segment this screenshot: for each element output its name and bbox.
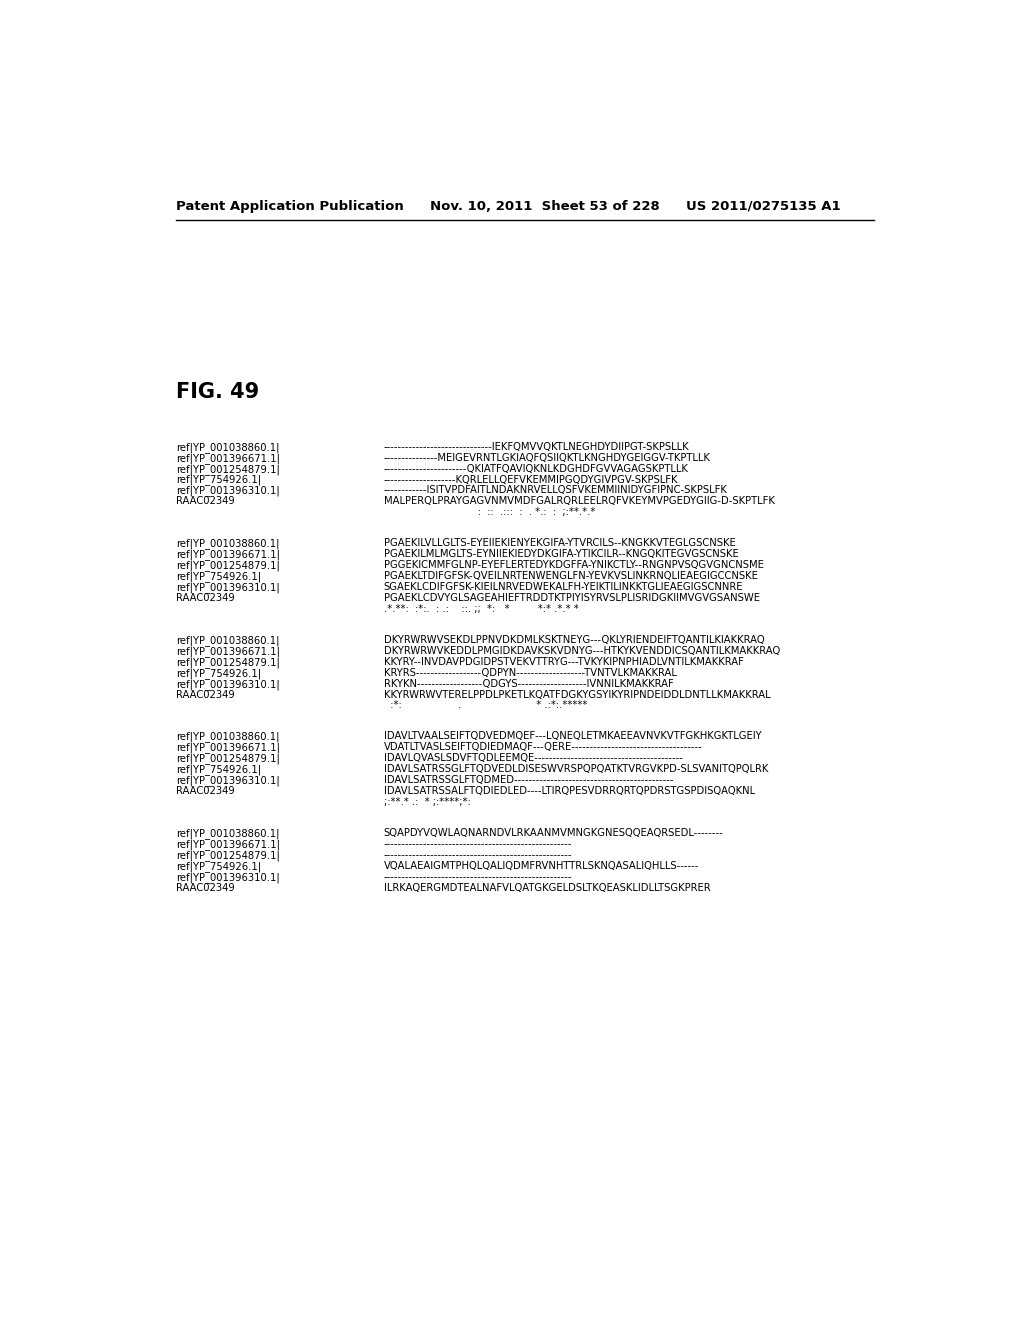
Text: ------------------------------IEKFQMVVQKTLNEGHDYDIIPGT-SKPSLLK: ------------------------------IEKFQMVVQK… — [384, 442, 689, 451]
Text: ref|YP_001396310.1|: ref|YP_001396310.1| — [176, 582, 280, 593]
Text: ref|YP_754926.1|: ref|YP_754926.1| — [176, 861, 261, 871]
Text: IDAVLSATRSSGLFTQDMED--------------------------------------------: IDAVLSATRSSGLFTQDMED--------------------… — [384, 775, 673, 785]
Text: ref|YP_001396671.1|: ref|YP_001396671.1| — [176, 645, 280, 657]
Text: .*.**:  :*:.  : .:    ::. ;;  *:   *         *:* .*.* *: .*.**: :*:. : .: ::. ;; *: * *:* .*.* * — [384, 605, 579, 614]
Text: ref|YP_754926.1|: ref|YP_754926.1| — [176, 668, 261, 678]
Text: RAAC02349: RAAC02349 — [176, 593, 234, 603]
Text: RKYKN------------------QDGYS-------------------IVNNILKMAKKRAF: RKYKN------------------QDGYS------------… — [384, 678, 674, 689]
Text: ref|YP_001254879.1|: ref|YP_001254879.1| — [176, 850, 280, 861]
Text: ref|YP_001038860.1|: ref|YP_001038860.1| — [176, 635, 280, 645]
Text: PGGEKICMMFGLNP-EYEFLERTEDYKDGFFA-YNIKCTLY--RNGNPVSQGVGNCNSME: PGGEKICMMFGLNP-EYEFLERTEDYKDGFFA-YNIKCTL… — [384, 560, 764, 570]
Text: PGAEKILVLLGLTS-EYEIIEKIENYEKGIFA-YTVRCILS--KNGKKVTEGLGSCNSKE: PGAEKILVLLGLTS-EYEIIEKIENYEKGIFA-YTVRCIL… — [384, 539, 735, 548]
Text: FIG. 49: FIG. 49 — [176, 381, 259, 401]
Text: PGAEKLCDVYGLSAGEAHIEFTRDDTKTPIYISYRVSLPLISRIDGKIIMVGVGSANSWE: PGAEKLCDVYGLSAGEAHIEFTRDDTKTPIYISYRVSLPL… — [384, 593, 760, 603]
Text: ref|YP_001254879.1|: ref|YP_001254879.1| — [176, 560, 280, 572]
Text: ref|YP_001396671.1|: ref|YP_001396671.1| — [176, 549, 280, 560]
Text: ref|YP_001396310.1|: ref|YP_001396310.1| — [176, 871, 280, 883]
Text: :  ::  .:::  :  . *.:  :  ;:**.*.*: : :: .::: : . *.: : ;:**.*.* — [384, 507, 595, 517]
Text: KRYRS------------------QDPYN-------------------TVNTVLKMAKKRAL: KRYRS------------------QDPYN------------… — [384, 668, 677, 677]
Text: IDAVLTVAALSEIFTQDVEDMQEF---LQNEQLETMKAEEAVNVKVTFGKHKGKTLGEIY: IDAVLTVAALSEIFTQDVEDMQEF---LQNEQLETMKAEE… — [384, 731, 762, 742]
Text: ;:**.* .:  * ;:****;*:: ;:**.* .: * ;:****;*: — [384, 797, 470, 807]
Text: MALPERQLPRAYGAGVNMVMDFGALRQRLEELRQFVKEYMVPGEDYGIIG-D-SKPTLFK: MALPERQLPRAYGAGVNMVMDFGALRQRLEELRQFVKEYM… — [384, 496, 774, 507]
Text: :*:                  .                        * .:*:.*****: :*: . * .:*:.***** — [384, 701, 587, 710]
Text: SQAPDYVQWLAQNARNDVLRKAANMVMNGKGNESQQEAQRSEDL--------: SQAPDYVQWLAQNARNDVLRKAANMVMNGKGNESQQEAQR… — [384, 828, 724, 838]
Text: RAAC02349: RAAC02349 — [176, 496, 234, 507]
Text: US 2011/0275135 A1: US 2011/0275135 A1 — [686, 199, 841, 213]
Text: ref|YP_001396310.1|: ref|YP_001396310.1| — [176, 486, 280, 496]
Text: DKYRWRWVKEDDLPMGIDKDAVKSKVDNYG---HTKYKVENDDICSQANTILKMAKKRAQ: DKYRWRWVKEDDLPMGIDKDAVKSKVDNYG---HTKYKVE… — [384, 645, 780, 656]
Text: Patent Application Publication: Patent Application Publication — [176, 199, 403, 213]
Text: DKYRWRWVSEKDLPPNVDKDMLKSKTNEYG---QKLYRIENDEIFTQANTILKIAKKRAQ: DKYRWRWVSEKDLPPNVDKDMLKSKTNEYG---QKLYRIE… — [384, 635, 764, 645]
Text: Nov. 10, 2011  Sheet 53 of 228: Nov. 10, 2011 Sheet 53 of 228 — [430, 199, 660, 213]
Text: ref|YP_754926.1|: ref|YP_754926.1| — [176, 764, 261, 775]
Text: IDAVLQVASLSDVFTQDLEEMQE-----------------------------------------: IDAVLQVASLSDVFTQDLEEMQE-----------------… — [384, 754, 683, 763]
Text: KKYRY--INVDAVPDGIDPSTVEKVTTRYG---TVKYKIPNPHIADLVNTILKMAKKRAF: KKYRY--INVDAVPDGIDPSTVEKVTTRYG---TVKYKIP… — [384, 657, 743, 667]
Text: SGAEKLCDIFGFSK-KIEILNRVEDWEKALFH-YEIKTILINKKTGLIEAEGIGSCNNRE: SGAEKLCDIFGFSK-KIEILNRVEDWEKALFH-YEIKTIL… — [384, 582, 743, 593]
Text: RAAC02349: RAAC02349 — [176, 689, 234, 700]
Text: -----------------------QKIATFQAVIQKNLKDGHDFGVVAGAGSKPTLLK: -----------------------QKIATFQAVIQKNLKDG… — [384, 463, 688, 474]
Text: ---------------MEIGEVRNTLGKIAQFQSIIQKTLKNGHDYGEIGGV-TKPTLLK: ---------------MEIGEVRNTLGKIAQFQSIIQKTLK… — [384, 453, 711, 463]
Text: ref|YP_754926.1|: ref|YP_754926.1| — [176, 572, 261, 582]
Text: VDATLTVASLSEIFTQDIEDMAQF---QERE------------------------------------: VDATLTVASLSEIFTQDIEDMAQF---QERE---------… — [384, 742, 702, 752]
Text: IDAVLSATRSSALFTQDIEDLED----LTIRQPESVDRRQRTQPDRSTGSPDISQAQKNL: IDAVLSATRSSALFTQDIEDLED----LTIRQPESVDRRQ… — [384, 787, 755, 796]
Text: ILRKAQERGMDTEALNAFVLQATGKGELDSLTKQEASKLIDLLTSGKPRER: ILRKAQERGMDTEALNAFVLQATGKGELDSLTKQEASKLI… — [384, 883, 711, 892]
Text: RAAC02349: RAAC02349 — [176, 883, 234, 892]
Text: PGAEKILMLMGLTS-EYNIIEKIEDYDKGIFA-YTIKCILR--KNGQKITEGVGSCNSKE: PGAEKILMLMGLTS-EYNIIEKIEDYDKGIFA-YTIKCIL… — [384, 549, 738, 560]
Text: ref|YP_001038860.1|: ref|YP_001038860.1| — [176, 442, 280, 453]
Text: KKYRWRWVTERELPPDLPKETLKQATFDGKYGSYIKYRIPNDEIDDLDNTLLKMAKKRAL: KKYRWRWVTERELPPDLPKETLKQATFDGKYGSYIKYRIP… — [384, 689, 770, 700]
Text: ----------------------------------------------------: ----------------------------------------… — [384, 850, 572, 859]
Text: ref|YP_001396671.1|: ref|YP_001396671.1| — [176, 840, 280, 850]
Text: VQALAEAIGMTPHQLQALIQDMFRVNHTTRLSKNQASALIQHLLS------: VQALAEAIGMTPHQLQALIQDMFRVNHTTRLSKNQASALI… — [384, 861, 699, 871]
Text: ref|YP_001038860.1|: ref|YP_001038860.1| — [176, 828, 280, 840]
Text: ref|YP_001038860.1|: ref|YP_001038860.1| — [176, 539, 280, 549]
Text: ref|YP_754926.1|: ref|YP_754926.1| — [176, 475, 261, 486]
Text: ref|YP_001254879.1|: ref|YP_001254879.1| — [176, 754, 280, 764]
Text: ref|YP_001396310.1|: ref|YP_001396310.1| — [176, 678, 280, 689]
Text: ref|YP_001038860.1|: ref|YP_001038860.1| — [176, 731, 280, 742]
Text: ------------ISITVPDFAITLNDAKNRVELLQSFVKEMMIINIDYGFIPNC-SKPSLFK: ------------ISITVPDFAITLNDAKNRVELLQSFVKE… — [384, 486, 728, 495]
Text: ref|YP_001254879.1|: ref|YP_001254879.1| — [176, 463, 280, 474]
Text: ref|YP_001396671.1|: ref|YP_001396671.1| — [176, 453, 280, 463]
Text: --------------------KQRLELLQEFVKEMMIPGQDYGIVPGV-SKPSLFK: --------------------KQRLELLQEFVKEMMIPGQD… — [384, 475, 678, 484]
Text: PGAEKLTDIFGFSK-QVEILNRTENWENGLFN-YEVKVSLINKRNQLIEAEGIGCCNSKE: PGAEKLTDIFGFSK-QVEILNRTENWENGLFN-YEVKVSL… — [384, 572, 758, 581]
Text: ref|YP_001396310.1|: ref|YP_001396310.1| — [176, 775, 280, 787]
Text: ref|YP_001396671.1|: ref|YP_001396671.1| — [176, 742, 280, 754]
Text: RAAC02349: RAAC02349 — [176, 787, 234, 796]
Text: IDAVLSATRSSGLFTQDVEDLDISESWVRSPQPQATKTVRGVKPD-SLSVANITQPQLRK: IDAVLSATRSSGLFTQDVEDLDISESWVRSPQPQATKTVR… — [384, 764, 768, 775]
Text: ----------------------------------------------------: ----------------------------------------… — [384, 871, 572, 882]
Text: ----------------------------------------------------: ----------------------------------------… — [384, 840, 572, 849]
Text: ref|YP_001254879.1|: ref|YP_001254879.1| — [176, 657, 280, 668]
